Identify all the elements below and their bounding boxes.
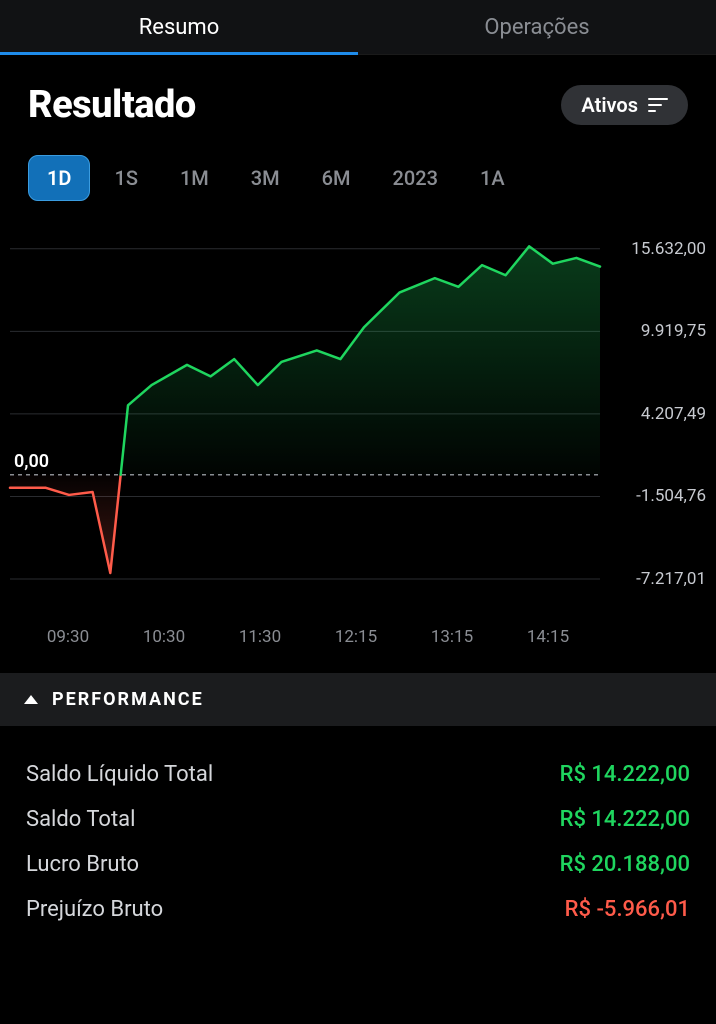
x-tick: 13:15 xyxy=(404,627,500,647)
x-tick: 12:15 xyxy=(308,627,404,647)
tab-operacoes[interactable]: Operações xyxy=(358,0,716,54)
performance-label: Lucro Bruto xyxy=(26,852,139,877)
period-1S[interactable]: 1S xyxy=(96,156,155,200)
x-tick: 14:15 xyxy=(500,627,596,647)
y-tick: 9.919,75 xyxy=(596,321,706,341)
tab-operacoes-label: Operações xyxy=(484,15,589,40)
zero-label: 0,00 xyxy=(14,451,49,472)
performance-value: R$ 20.188,00 xyxy=(560,852,690,877)
chart-x-axis: 09:3010:3011:3012:1513:1514:15 xyxy=(0,619,716,647)
x-tick: 09:30 xyxy=(20,627,116,647)
y-tick: 4.207,49 xyxy=(596,404,706,424)
performance-label: Saldo Líquido Total xyxy=(26,762,213,787)
top-tabs: Resumo Operações xyxy=(0,0,716,55)
ativos-label: Ativos xyxy=(581,93,638,117)
performance-row: Saldo Total R$ 14.222,00 xyxy=(26,797,690,842)
performance-label: Saldo Total xyxy=(26,807,135,832)
performance-value: R$ 14.222,00 xyxy=(560,807,690,832)
caret-up-icon xyxy=(24,695,38,704)
y-tick: -7.217,01 xyxy=(596,569,706,589)
y-tick: 15.632,00 xyxy=(596,239,706,259)
result-chart[interactable]: 15.632,00 9.919,75 4.207,49 -1.504,76 -7.217… xyxy=(0,219,716,619)
performance-header[interactable]: PERFORMANCE xyxy=(0,673,716,726)
performance-list: Saldo Líquido TotalR$ 14.222,00Saldo Tot… xyxy=(0,726,716,932)
period-selector: 1D1S1M3M6M20231A xyxy=(0,137,716,219)
y-tick: -1.504,76 xyxy=(596,486,706,506)
performance-row: Prejuízo Bruto R$ -5.966,01 xyxy=(26,887,690,932)
period-2023[interactable]: 2023 xyxy=(375,156,456,200)
tab-resumo-label: Resumo xyxy=(139,15,220,40)
ativos-button[interactable]: Ativos xyxy=(561,85,688,125)
performance-title: PERFORMANCE xyxy=(52,689,204,710)
tab-resumo[interactable]: Resumo xyxy=(0,0,358,54)
x-tick: 11:30 xyxy=(212,627,308,647)
page-header: Resultado Ativos xyxy=(0,55,716,137)
period-6M[interactable]: 6M xyxy=(304,156,369,200)
period-1A[interactable]: 1A xyxy=(462,156,523,200)
period-1D[interactable]: 1D xyxy=(28,155,90,201)
performance-label: Prejuízo Bruto xyxy=(26,897,163,922)
performance-value: R$ -5.966,01 xyxy=(565,897,690,922)
period-1M[interactable]: 1M xyxy=(162,156,227,200)
page-title: Resultado xyxy=(28,83,196,127)
filter-icon xyxy=(648,98,668,112)
performance-value: R$ 14.222,00 xyxy=(560,762,690,787)
performance-row: Lucro Bruto R$ 20.188,00 xyxy=(26,842,690,887)
x-tick: 10:30 xyxy=(116,627,212,647)
period-3M[interactable]: 3M xyxy=(233,156,298,200)
performance-row: Saldo Líquido Total R$ 14.222,00 xyxy=(26,752,690,797)
